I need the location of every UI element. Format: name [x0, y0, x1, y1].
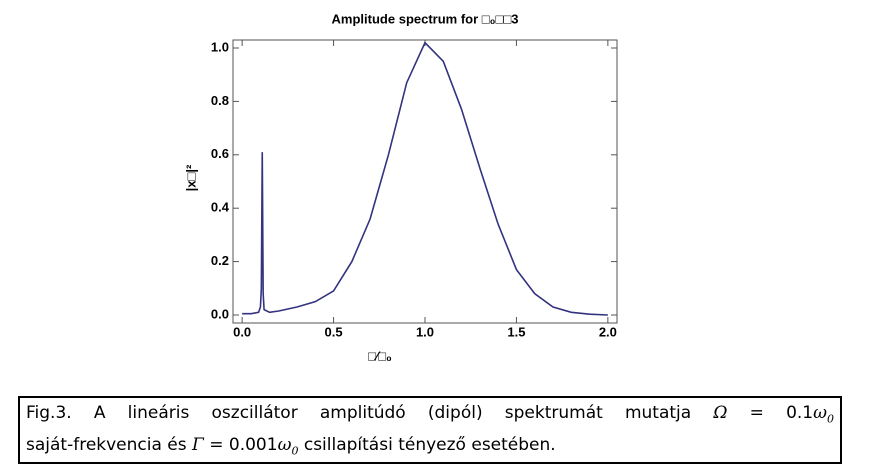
y-tick-label: 0.8: [211, 93, 229, 108]
caption-text: saját-frekvencia és: [26, 435, 193, 456]
x-tick-label: 0.5: [325, 324, 343, 339]
chart: Amplitude spectrum for □₀□□3 □⁄□₀ |x□|² …: [183, 11, 618, 363]
chart-title: Amplitude spectrum for □₀□□3: [332, 11, 519, 26]
y-axis-label: |x□|²: [183, 164, 198, 191]
x-tick-label: 0.0: [233, 324, 251, 339]
x-tick-label: 2.0: [599, 324, 617, 339]
caption-text: 0: [827, 412, 834, 426]
x-tick-label: 1.5: [507, 324, 525, 339]
caption-text: ω: [813, 403, 827, 423]
caption-line: saját-frekvencia és Γ = 0.001ω0 csillapí…: [26, 432, 834, 464]
y-tick-label: 0.4: [211, 200, 230, 215]
caption-text: Γ: [192, 435, 204, 456]
x-tick-label: 1.0: [416, 324, 434, 339]
plot-frame: [232, 39, 618, 324]
caption-text: Fig.3. A lineáris oszcillátor amplitúdó …: [26, 403, 714, 423]
caption-text: = 0.1: [727, 403, 814, 423]
caption-line: Fig.3. A lineáris oszcillátor amplitúdó …: [26, 400, 834, 432]
x-axis-label: □⁄□₀: [368, 348, 392, 363]
line: [242, 41, 608, 316]
y-tick-label: 0.2: [211, 253, 229, 268]
caption: Fig.3. A lineáris oszcillátor amplitúdó …: [18, 396, 842, 464]
caption-text: ω: [277, 435, 292, 456]
caption-text: csillapítási tényező esetében.: [298, 435, 556, 456]
caption-text: Ω: [713, 403, 728, 423]
y-tick-label: 0.6: [211, 146, 229, 161]
y-tick-label: 1.0: [211, 39, 229, 54]
y-tick-label: 0.0: [211, 306, 229, 321]
caption-text: 0: [291, 444, 299, 458]
caption-text: = 0.001: [203, 435, 278, 456]
